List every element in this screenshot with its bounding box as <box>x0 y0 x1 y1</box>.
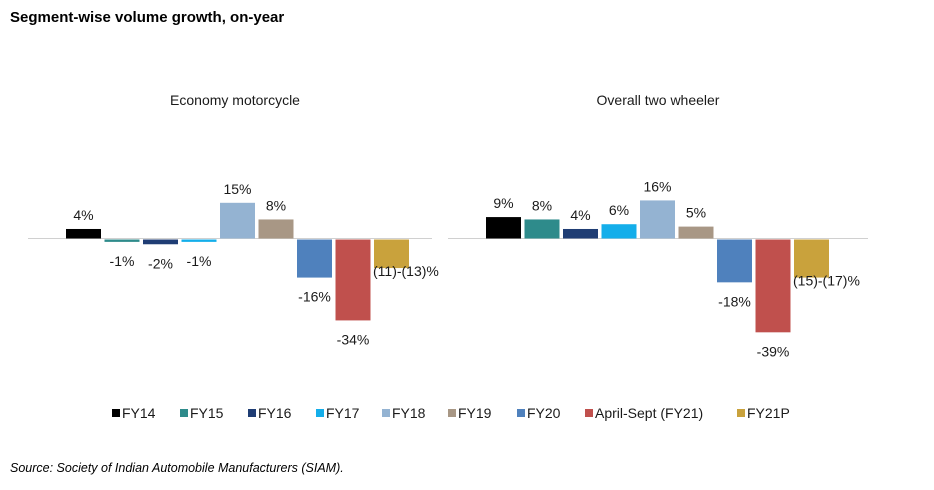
legend-label: FY20 <box>527 405 561 421</box>
bar-fy16 <box>143 239 178 245</box>
bar-fy19 <box>258 219 294 239</box>
legend-item: FY14 <box>112 405 156 421</box>
legend-swatch <box>517 409 525 417</box>
bar-april-sept-fy21- <box>335 239 371 321</box>
data-label: (15)-(17)% <box>793 273 860 289</box>
bar-fy17 <box>601 224 637 239</box>
bar-fy21p <box>374 239 409 269</box>
legend-item: FY20 <box>517 405 561 421</box>
legend-swatch <box>112 409 120 417</box>
legend-label: FY14 <box>122 405 156 421</box>
legend-swatch <box>180 409 188 417</box>
panel-overall-two-wheeler: Overall two wheeler 9% 8% 4% 6% 16% 5% -18% -39%… <box>448 92 868 359</box>
bar-april-sept-fy21- <box>755 239 791 333</box>
legend-label: FY18 <box>392 405 426 421</box>
bar-fy16 <box>563 228 598 239</box>
legend: FY14 FY15 FY16 FY17 FY18 FY19 FY20 April-Sept (… <box>112 405 790 421</box>
bar-fy15 <box>524 219 560 239</box>
source-note: Source: Society of Indian Automobile Man… <box>10 461 344 475</box>
data-label: -2% <box>148 255 173 271</box>
data-label: 15% <box>223 181 251 197</box>
panel-title: Economy motorcycle <box>170 92 300 108</box>
bar-fy19 <box>678 226 714 239</box>
data-label: 4% <box>570 207 590 223</box>
data-label: (11)-(13)% <box>373 263 439 279</box>
data-label: 5% <box>686 205 706 221</box>
legend-label: FY17 <box>326 405 360 421</box>
legend-swatch <box>248 409 256 417</box>
data-label: -18% <box>718 293 751 309</box>
legend-label: FY21P <box>747 405 790 421</box>
bar-fy18 <box>220 202 255 239</box>
bar-fy20 <box>717 239 752 283</box>
panel-title: Overall two wheeler <box>597 92 720 108</box>
legend-swatch <box>737 409 745 417</box>
data-label: 8% <box>266 197 286 213</box>
legend-item: FY18 <box>382 405 426 421</box>
panel-economy-motorcycle: Economy motorcycle 4% -1% -2% -1% 15% 8% -16% -3… <box>28 92 439 347</box>
legend-item: April-Sept (FY21) <box>585 405 703 421</box>
chart-title: Segment-wise volume growth, on-year <box>10 9 285 26</box>
data-label: -34% <box>337 331 370 347</box>
legend-item: FY19 <box>448 405 492 421</box>
data-label: 9% <box>493 195 513 211</box>
bar-fy14 <box>486 217 521 239</box>
data-label: -39% <box>757 343 790 359</box>
legend-item: FY21P <box>737 405 790 421</box>
data-label: 6% <box>609 202 629 218</box>
legend-label: April-Sept (FY21) <box>595 405 703 421</box>
bar-fy20 <box>297 239 332 278</box>
legend-label: FY16 <box>258 405 292 421</box>
data-label: -16% <box>298 289 331 305</box>
legend-item: FY17 <box>316 405 360 421</box>
legend-label: FY19 <box>458 405 492 421</box>
data-label: 16% <box>643 178 671 194</box>
legend-swatch <box>448 409 456 417</box>
legend-swatch <box>382 409 390 417</box>
legend-item: FY16 <box>248 405 292 421</box>
data-label: 4% <box>73 207 93 223</box>
bar-fy18 <box>640 200 675 239</box>
bar-fy17 <box>181 239 217 242</box>
bar-fy14 <box>66 228 101 239</box>
legend-label: FY15 <box>190 405 224 421</box>
data-label: -1% <box>187 253 212 269</box>
data-label: 8% <box>532 197 552 213</box>
data-label: -1% <box>110 253 135 269</box>
legend-swatch <box>585 409 593 417</box>
legend-swatch <box>316 409 324 417</box>
legend-item: FY15 <box>180 405 224 421</box>
bar-fy15 <box>104 239 140 242</box>
bar-fy21p <box>794 239 829 278</box>
